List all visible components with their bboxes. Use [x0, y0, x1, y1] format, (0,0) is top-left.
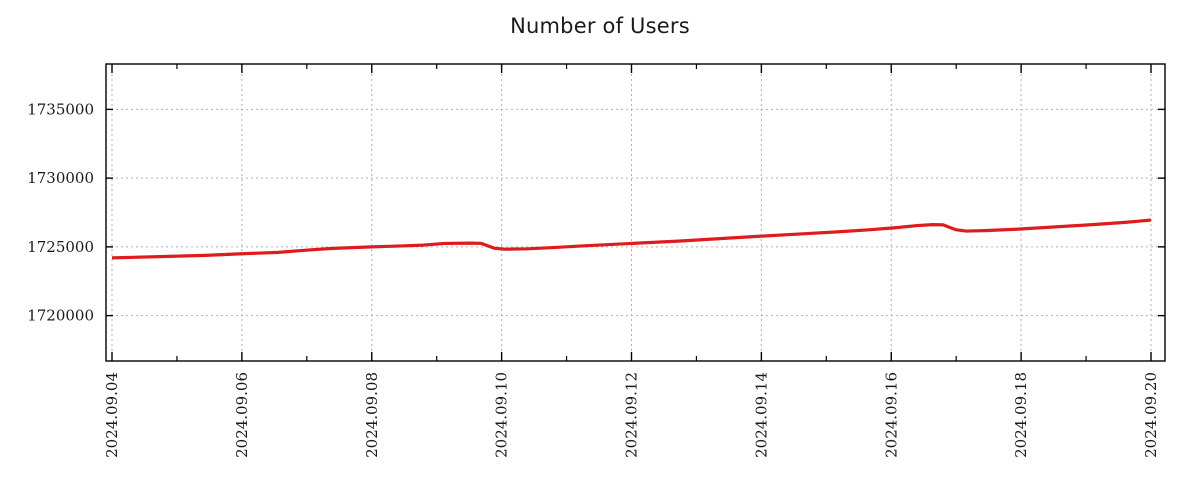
x-tick-label: 2024.09.08 — [363, 372, 381, 458]
data-series-line — [111, 218, 1152, 260]
horizontal-gridlines — [106, 108, 1165, 317]
x-axis-tick-labels: 2024.09.04 2024.09.06 2024.09.08 2024.09.10… — [103, 372, 1160, 458]
y-axis-ticks — [106, 108, 1165, 317]
x-axis-major-ticks — [111, 64, 1152, 361]
x-tick-label: 2024.09.04 — [103, 372, 121, 458]
y-tick-label: 1735000 — [27, 100, 94, 118]
x-tick-label: 2024.09.20 — [1142, 372, 1160, 458]
chart-title: Number of Users — [510, 14, 690, 38]
y-axis-tick-labels: 1720000 1725000 1730000 1735000 — [27, 100, 94, 324]
x-tick-label: 2024.09.14 — [752, 372, 770, 458]
y-tick-label: 1730000 — [27, 169, 94, 187]
x-tick-label: 2024.09.16 — [882, 372, 900, 458]
plot-frame — [105, 63, 1166, 362]
y-tick-label: 1725000 — [27, 238, 94, 256]
x-tick-label: 2024.09.10 — [493, 372, 511, 458]
plot-background — [106, 64, 1165, 361]
x-axis-minor-ticks — [176, 64, 1087, 361]
y-tick-label: 1720000 — [27, 307, 94, 325]
x-tick-label: 2024.09.12 — [623, 372, 641, 458]
x-tick-label: 2024.09.06 — [233, 372, 251, 458]
x-tick-label: 2024.09.18 — [1012, 372, 1030, 458]
